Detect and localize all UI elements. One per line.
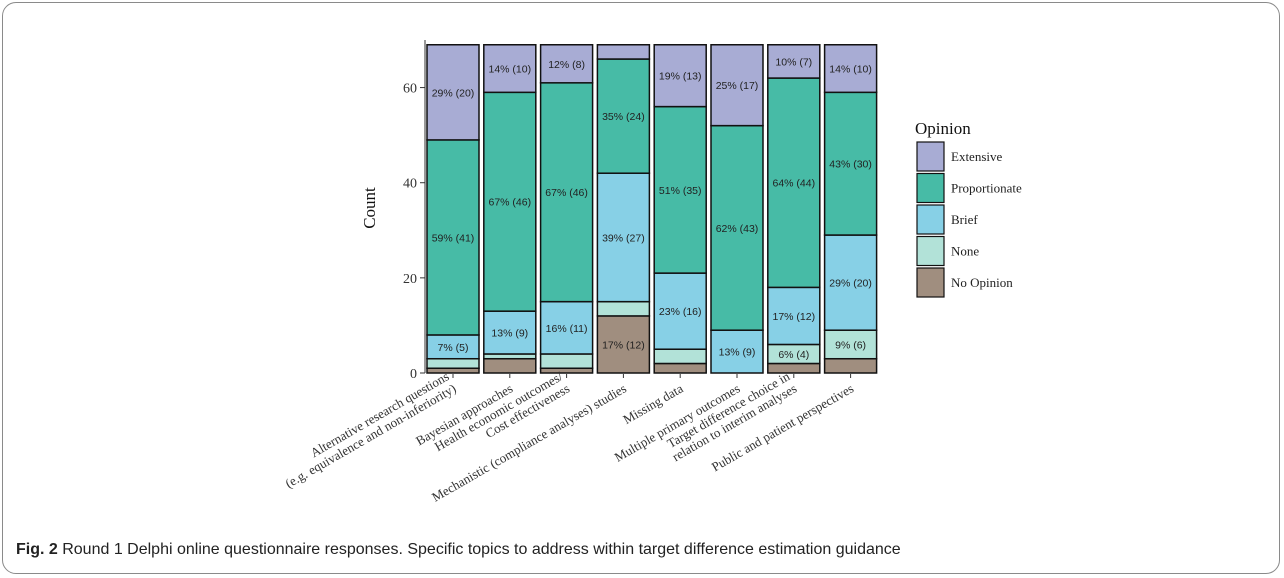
data-label: 14% (10) <box>829 64 872 76</box>
data-label: 25% (17) <box>716 80 759 92</box>
bar-segment-no-opinion <box>596 315 651 374</box>
bar-segment-proportionate <box>767 77 821 289</box>
stacked-bar-chart: 0 20 40 60 Count 7% (5) 59% (41) 29% (20) 13% (… <box>283 40 1022 505</box>
bar-segment-extensive <box>539 44 594 84</box>
data-label: 12% (8) <box>548 59 585 71</box>
legend: Opinion Extensive Proportionate Brief None No… <box>915 119 1022 298</box>
x-tick-labels: Alternative research questions(e.g. equi… <box>283 368 857 504</box>
bar-segment-extensive <box>596 44 651 60</box>
legend-swatch-proportionate <box>916 172 945 204</box>
data-label: 35% (24) <box>602 111 645 123</box>
bar-segment-proportionate <box>653 105 707 274</box>
data-label: 43% (30) <box>829 159 872 171</box>
data-label: 39% (27) <box>602 232 645 244</box>
data-label: 17% (12) <box>772 311 815 323</box>
bar-segment-extensive <box>710 44 764 127</box>
bar-segment-none <box>653 348 707 365</box>
bar-segment-none <box>596 300 651 317</box>
legend-swatch-none <box>916 235 945 267</box>
bar-segment-brief <box>539 300 594 355</box>
data-label: 51% (35) <box>659 185 702 197</box>
data-label: 67% (46) <box>545 187 588 199</box>
bar-segment-no-opinion <box>823 357 878 374</box>
bar-segment-no-opinion <box>767 362 821 374</box>
legend-label-brief: Brief <box>951 212 978 227</box>
bar-segment-proportionate <box>596 58 651 174</box>
data-label: 6% (4) <box>778 349 809 361</box>
bar-segment-brief <box>710 329 764 374</box>
axes: 0 20 40 60 Count <box>360 40 426 382</box>
bar-segment-extensive <box>483 44 537 94</box>
legend-label-extensive: Extensive <box>951 149 1002 164</box>
legend-swatch-no-opinion <box>916 267 945 298</box>
data-label: 16% (11) <box>546 323 588 335</box>
caption-label: Fig. 2 <box>16 541 58 558</box>
data-label: 62% (43) <box>716 223 759 235</box>
bar-segment-proportionate <box>710 124 764 331</box>
bar-segment-brief <box>653 272 707 350</box>
data-label: 23% (16) <box>659 306 702 318</box>
data-label: 59% (41) <box>432 232 475 244</box>
data-label: 67% (46) <box>488 197 531 209</box>
bar-segment-no-opinion <box>653 362 707 374</box>
data-label: 64% (44) <box>772 178 815 190</box>
data-label: 7% (5) <box>438 342 469 354</box>
data-label: 19% (13) <box>659 71 702 83</box>
figure-caption: Fig. 2 Round 1 Delphi online questionnai… <box>16 541 901 559</box>
bar-segment-no-opinion <box>483 357 537 374</box>
bar-segment-proportionate <box>539 82 594 303</box>
legend-label-no-opinion: No Opinion <box>951 275 1013 290</box>
data-label: 17% (12) <box>602 339 645 351</box>
data-label: 10% (7) <box>775 56 812 68</box>
legend-title: Opinion <box>915 119 971 138</box>
y-tick-label: 40 <box>403 177 417 192</box>
legend-label-none: None <box>951 244 979 259</box>
legend-swatch-extensive <box>916 141 945 172</box>
bar-segment-none <box>823 329 878 360</box>
bar-segment-extensive <box>426 44 480 141</box>
x-tick-label-line: Alternative research questions <box>308 368 452 460</box>
data-label: 13% (9) <box>719 347 756 359</box>
bars: 7% (5) 59% (41) 29% (20) 13% (9) 67% (46) 14%… <box>426 44 878 378</box>
bar-segment-brief <box>767 286 821 346</box>
y-tick-label: 0 <box>410 367 417 382</box>
data-label: 29% (20) <box>829 278 872 290</box>
legend-label-proportionate: Proportionate <box>951 181 1022 196</box>
bar-segment-extensive <box>823 44 878 94</box>
bar-segment-none <box>426 357 480 369</box>
y-axis-title: Count <box>360 187 379 229</box>
y-tick-label: 20 <box>403 272 417 287</box>
data-label: 29% (20) <box>432 87 475 99</box>
data-label: 9% (6) <box>835 339 866 351</box>
bar-segment-proportionate <box>426 139 480 336</box>
caption-text: Round 1 Delphi online questionnaire resp… <box>57 541 901 558</box>
bar-segment-extensive <box>767 44 821 79</box>
data-label: 13% (9) <box>491 328 528 340</box>
legend-swatch-brief <box>916 204 945 235</box>
data-label: 14% (10) <box>488 64 531 76</box>
y-tick-label: 60 <box>403 82 417 97</box>
bar-segment-extensive <box>653 44 707 108</box>
bar-segment-none <box>539 353 594 369</box>
